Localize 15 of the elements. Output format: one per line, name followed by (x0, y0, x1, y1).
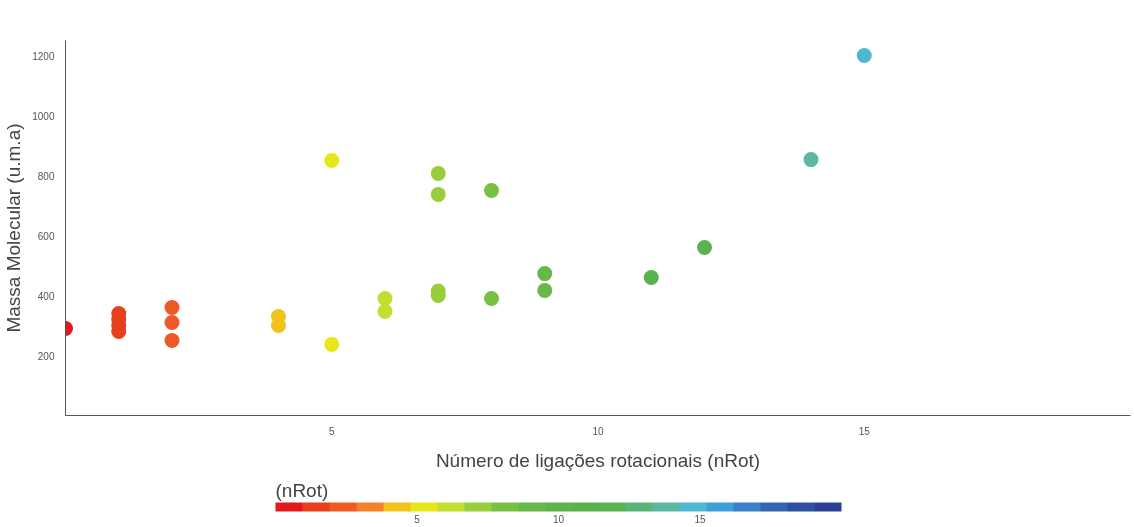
y-tick-label: 200 (37, 350, 55, 362)
color-bar-label: 5 (414, 513, 421, 525)
color-bar-title: (nRot) (275, 479, 329, 501)
y-tick-label: 400 (37, 290, 55, 302)
color-bar-label: 10 (552, 513, 565, 525)
y-tick-label: 600 (37, 230, 55, 242)
y-tick-label: 800 (37, 170, 55, 182)
color-bar-label: 15 (694, 513, 706, 525)
x-axis-title: Número de ligações rotacionais (nRot) (435, 449, 761, 471)
y-axis-title: Massa Molecular (u.m.a) (3, 123, 25, 333)
y-tick-label: 1200 (32, 50, 55, 62)
x-tick-label: 15 (858, 425, 871, 437)
x-tick-label: 5 (328, 425, 335, 437)
x-tick-label: 10 (592, 425, 604, 437)
y-tick-label: 1000 (32, 110, 55, 122)
